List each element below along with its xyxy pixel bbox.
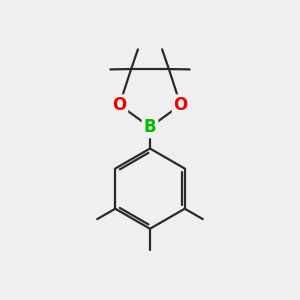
Text: O: O — [112, 96, 127, 114]
Text: O: O — [173, 96, 188, 114]
Text: B: B — [144, 118, 156, 136]
